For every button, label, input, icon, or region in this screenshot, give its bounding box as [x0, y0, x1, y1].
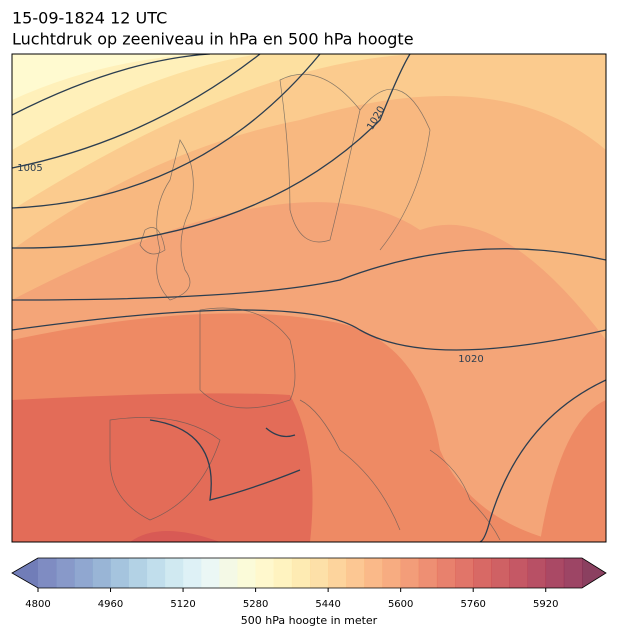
height-field	[12, 54, 606, 542]
colorbar-segment	[418, 558, 438, 588]
colorbar-segment	[400, 558, 420, 588]
map: 1005 1020 1020	[11, 53, 607, 543]
colorbar-tick-label: 5280	[243, 599, 268, 610]
contour-label: 1020	[458, 354, 483, 365]
colorbar-segment	[56, 558, 75, 588]
colorbar-segment	[110, 558, 129, 588]
colorbar-segment	[310, 558, 329, 588]
title: 15-09-1824 12 UTC	[12, 9, 167, 28]
colorbar-segment	[128, 558, 148, 588]
colorbar-label: 500 hPa hoogte in meter	[241, 614, 378, 627]
colorbar-segment	[364, 558, 383, 588]
colorbar-segment	[164, 558, 184, 588]
colorbar-tick-label: 5600	[388, 599, 413, 610]
colorbar: 4800 4960 5120 5280 5440 5600 5760 5920	[11, 557, 607, 610]
colorbar-segment	[74, 558, 93, 588]
colorbar-tick-label: 5920	[533, 599, 558, 610]
isobars	[12, 54, 606, 542]
colorbar-segment	[455, 558, 474, 588]
colorbar-segment	[201, 558, 220, 588]
colorbar-segment	[346, 558, 365, 588]
colorbar-tick-label: 5440	[315, 599, 340, 610]
colorbar-tick-label: 5760	[460, 599, 485, 610]
colorbar-segment	[527, 558, 547, 588]
colorbar-outline	[11, 557, 607, 589]
colorbar-tick-label: 4800	[25, 599, 50, 610]
colorbar-segment	[473, 558, 492, 588]
colorbar-under	[12, 558, 38, 588]
colorbar-segment	[255, 558, 275, 588]
colorbar-tick-label: 5120	[170, 599, 195, 610]
colorbar-segment	[183, 558, 202, 588]
colorbar-segment	[291, 558, 311, 588]
colorbar-segment	[436, 558, 456, 588]
colorbar-segment	[219, 558, 238, 588]
map-frame	[11, 53, 607, 543]
colorbar-segment	[545, 558, 565, 588]
coastlines	[109, 73, 501, 541]
subtitle: Luchtdruk op zeeniveau in hPa en 500 hPa…	[12, 30, 414, 49]
colorbar-over	[582, 558, 606, 588]
colorbar-tick-label: 4960	[98, 599, 123, 610]
colorbar-segment	[328, 558, 347, 588]
colorbar-segment	[273, 558, 293, 588]
colorbar-segment	[491, 558, 510, 588]
colorbar-segment	[563, 558, 583, 588]
colorbar-segment	[509, 558, 528, 588]
colorbar-segment	[146, 558, 166, 588]
contour-label: 1005	[17, 163, 42, 174]
colorbar-segment	[382, 558, 401, 588]
colorbar-segment	[237, 558, 256, 588]
colorbar-segment	[38, 558, 57, 588]
colorbar-segment	[92, 558, 111, 588]
